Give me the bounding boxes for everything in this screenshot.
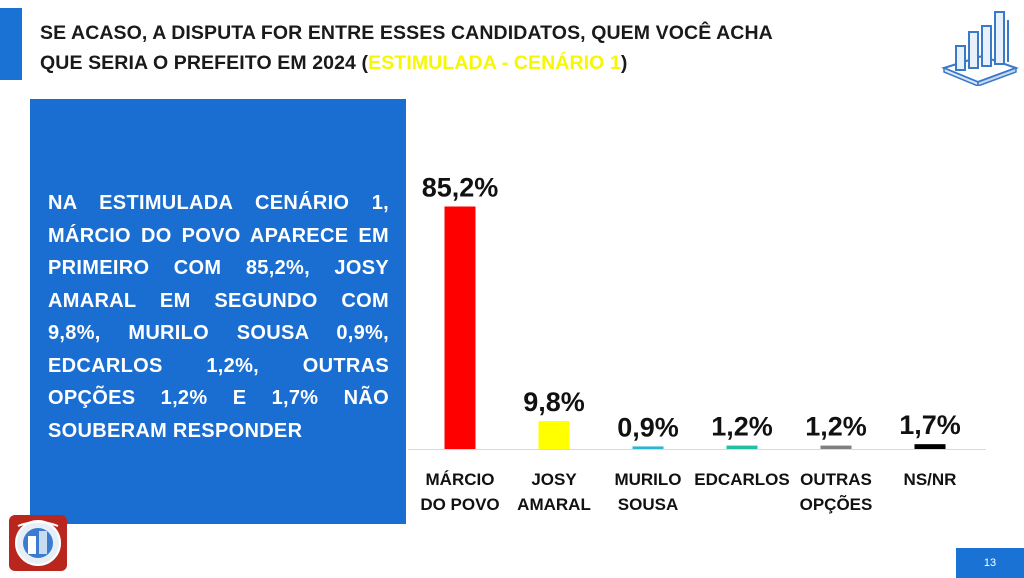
bar-2 (632, 446, 664, 449)
bar-3 (726, 445, 758, 449)
value-label-1: 9,8% (523, 387, 585, 417)
bar-chart: 85,2% MÁRCIO DO POVO 9,8% JOSY AMARAL 0,9% MURI… (408, 173, 986, 514)
page-title: SE ACASO, A DISPUTA FOR ENTRE ESSES CAND… (40, 18, 900, 78)
summary-text: NA ESTIMULADA CENÁRIO 1, MÁRCIO DO POVO … (48, 192, 389, 442)
bar-4 (820, 445, 852, 449)
value-label-4: 1,2% (805, 412, 867, 442)
value-label-2: 0,9% (617, 412, 679, 442)
title-accent-bar (0, 8, 22, 80)
category-label-4: OUTRAS OPÇÕES (800, 470, 873, 514)
value-label-0: 85,2% (422, 173, 499, 203)
category-label-2: MURILO SOUSA (614, 470, 681, 514)
bar-0 (444, 206, 476, 449)
bar-1 (538, 421, 570, 449)
pesquisa-logo-icon (9, 515, 67, 571)
value-label-3: 1,2% (711, 412, 773, 442)
title-line-1: SE ACASO, A DISPUTA FOR ENTRE ESSES CAND… (40, 22, 773, 44)
title-line-2-suffix: ) (620, 52, 628, 74)
bar-5 (914, 444, 946, 449)
value-label-5: 1,7% (899, 410, 961, 440)
category-label-0: MÁRCIO DO POVO (420, 470, 499, 514)
title-line-2: QUE SERIA O PREFEITO EM 2024 (ESTIMULADA… (40, 48, 900, 78)
category-label-3: EDCARLOS (694, 470, 789, 489)
title-highlight: ESTIMULADA - CENÁRIO 1 (368, 52, 621, 74)
category-label-5: NS/NR (904, 470, 957, 489)
bar-chart-icon (941, 11, 1019, 86)
summary-panel: NA ESTIMULADA CENÁRIO 1, MÁRCIO DO POVO … (30, 99, 406, 524)
page-number: 13 (956, 548, 1024, 578)
title-line-2-prefix: QUE SERIA O PREFEITO EM 2024 ( (40, 52, 369, 74)
category-label-1: JOSY AMARAL (517, 470, 591, 514)
